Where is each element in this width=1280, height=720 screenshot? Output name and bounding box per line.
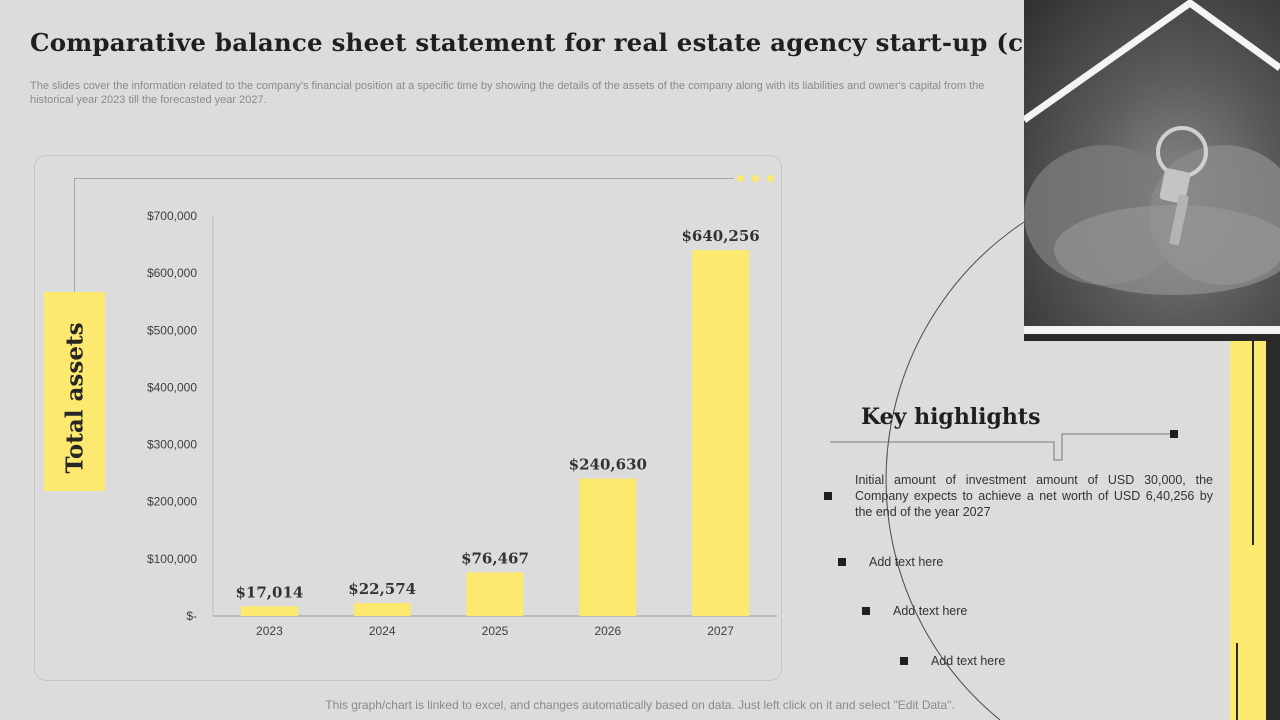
y-tick-label: $400,000 bbox=[147, 380, 197, 394]
y-tick-label: $300,000 bbox=[147, 438, 197, 452]
connector-marker bbox=[1170, 430, 1178, 438]
x-tick-label: 2024 bbox=[369, 624, 396, 638]
footer-note: This graph/chart is linked to excel, and… bbox=[325, 698, 955, 712]
bullet-marker bbox=[838, 558, 846, 566]
y-tick-label: $500,000 bbox=[147, 323, 197, 337]
y-tick-label: $600,000 bbox=[147, 266, 197, 280]
bullet-marker bbox=[862, 607, 870, 615]
y-tick-label: $700,000 bbox=[147, 209, 197, 223]
y-axis-title-box bbox=[44, 292, 105, 491]
x-tick-label: 2026 bbox=[594, 624, 621, 638]
hands-with-keys-photo bbox=[1024, 0, 1280, 326]
decorative-bar bbox=[1024, 334, 1280, 341]
decorative-dot bbox=[767, 175, 774, 182]
bullet-marker bbox=[900, 657, 908, 665]
y-tick-label: $200,000 bbox=[147, 495, 197, 509]
key-highlights-title: Key highlights bbox=[861, 404, 1041, 430]
data-label: $240,630 bbox=[569, 455, 647, 473]
page-subtitle: The slides cover the information related… bbox=[30, 80, 985, 106]
bar-2024 bbox=[353, 603, 411, 616]
bar-2026 bbox=[579, 478, 637, 616]
chart-card bbox=[34, 155, 782, 681]
x-tick-label: 2023 bbox=[256, 624, 283, 638]
data-label: $640,256 bbox=[681, 227, 759, 245]
y-tick-label: $100,000 bbox=[147, 552, 197, 566]
page-title: Comparative balance sheet statement for … bbox=[30, 28, 1090, 57]
photo-illustration bbox=[1024, 0, 1280, 295]
decorative-line bbox=[1252, 341, 1254, 545]
bar-2025 bbox=[466, 572, 524, 616]
decorative-line bbox=[74, 178, 75, 292]
x-tick-label: 2027 bbox=[707, 624, 734, 638]
highlight-main-text: Initial amount of investment amount of U… bbox=[855, 473, 1213, 519]
decorative-strip bbox=[1266, 341, 1280, 720]
highlight-item[interactable]: Add text here bbox=[931, 654, 1006, 668]
bar-2027 bbox=[692, 250, 750, 616]
data-label: $17,014 bbox=[235, 583, 303, 601]
arc-line bbox=[885, 221, 1025, 720]
decorative-dot bbox=[737, 175, 744, 182]
y-tick-label: $- bbox=[186, 609, 197, 623]
x-tick-label: 2025 bbox=[482, 624, 509, 638]
data-label: $76,467 bbox=[461, 549, 529, 567]
decorative-bar bbox=[1024, 326, 1280, 334]
data-label: $22,574 bbox=[348, 580, 416, 598]
decorative-line bbox=[74, 178, 734, 179]
highlight-item[interactable]: Add text here bbox=[893, 604, 968, 618]
decorative-line bbox=[1236, 643, 1238, 720]
bullet-marker bbox=[824, 492, 832, 500]
decorative-dot bbox=[752, 175, 759, 182]
bar-2023 bbox=[240, 606, 298, 616]
highlight-item[interactable]: Add text here bbox=[869, 555, 944, 569]
highlight-connector bbox=[830, 433, 1174, 461]
